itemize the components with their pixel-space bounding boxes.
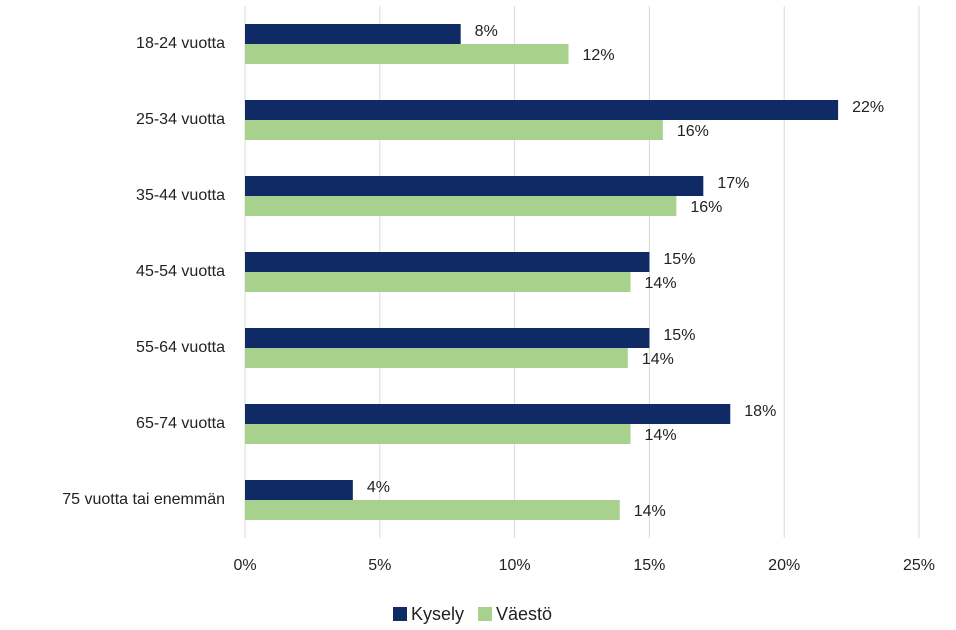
- bar: [245, 120, 663, 140]
- legend-swatch: [393, 607, 407, 621]
- bar: [245, 252, 650, 272]
- legend-swatch: [478, 607, 493, 621]
- data-label: 14%: [642, 351, 674, 368]
- legend-label: Väestö: [496, 604, 552, 624]
- bar: [245, 424, 631, 444]
- y-tick-label: 55-64 vuotta: [136, 339, 225, 356]
- bar: [245, 404, 731, 424]
- y-tick-label: 18-24 vuotta: [136, 35, 225, 52]
- x-tick-label: 25%: [903, 557, 935, 574]
- bar: [245, 100, 839, 120]
- data-label: 18%: [744, 403, 776, 420]
- bar: [245, 500, 620, 520]
- y-tick-label: 25-34 vuotta: [136, 111, 225, 128]
- x-tick-label: 15%: [633, 557, 665, 574]
- bar: [245, 480, 353, 500]
- x-tick-label: 10%: [499, 557, 531, 574]
- data-label: 22%: [852, 99, 884, 116]
- y-tick-label: 75 vuotta tai enemmän: [62, 491, 225, 508]
- data-label: 17%: [717, 175, 749, 192]
- y-tick-label: 65-74 vuotta: [136, 415, 225, 432]
- y-tick-label: 45-54 vuotta: [136, 263, 225, 280]
- bar: [245, 272, 631, 292]
- data-label: 15%: [663, 327, 695, 344]
- bar: [245, 196, 677, 216]
- bar: [245, 328, 650, 348]
- data-label: 4%: [367, 479, 390, 496]
- x-tick-label: 5%: [368, 557, 391, 574]
- data-label: 12%: [583, 47, 615, 64]
- bar: [245, 24, 461, 44]
- x-tick-label: 0%: [233, 557, 256, 574]
- bar: [245, 348, 628, 368]
- y-tick-label: 35-44 vuotta: [136, 187, 225, 204]
- x-tick-label: 20%: [768, 557, 800, 574]
- data-label: 14%: [634, 503, 666, 520]
- data-label: 14%: [645, 427, 677, 444]
- data-label: 8%: [475, 23, 498, 40]
- bar: [245, 44, 569, 64]
- bar: [245, 176, 704, 196]
- data-label: 14%: [645, 275, 677, 292]
- legend-label: Kysely: [411, 604, 464, 624]
- data-label: 16%: [690, 199, 722, 216]
- data-label: 16%: [677, 123, 709, 140]
- data-label: 15%: [663, 251, 695, 268]
